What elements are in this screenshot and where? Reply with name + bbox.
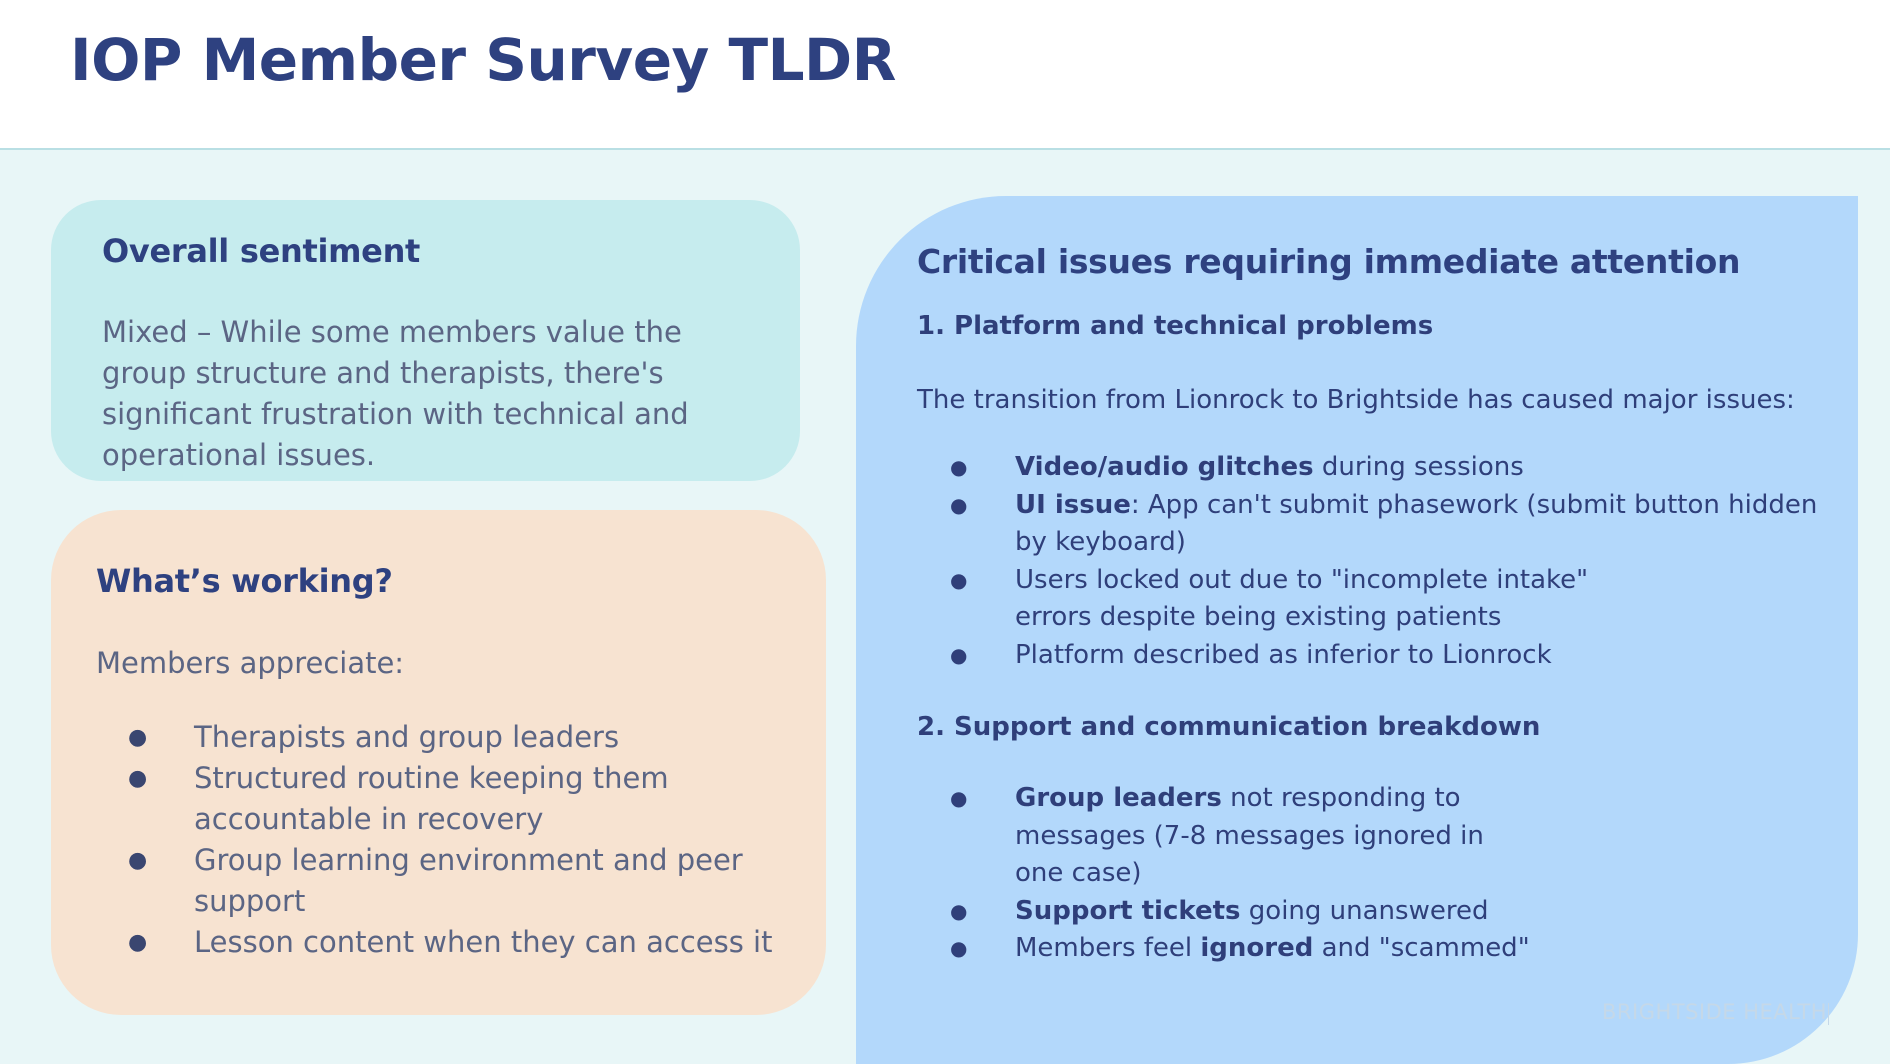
issue-bold: Support tickets	[1015, 895, 1241, 926]
issue-bold: ignored	[1200, 933, 1314, 963]
issue-bold: UI issue	[1015, 489, 1131, 520]
working-list: ● Therapists and group leaders ● Structure…	[96, 717, 786, 963]
issue-text: going unanswered	[1240, 895, 1489, 926]
list-item: ● Therapists and group leaders	[96, 717, 786, 758]
issue-text: Users locked out due to "incomplete inta…	[1015, 564, 1589, 633]
bullet-icon: ●	[128, 848, 148, 873]
issue-bold: Group leaders	[1015, 783, 1222, 813]
bullet-icon: ●	[950, 567, 968, 592]
list-item-text: Lesson content when they can access it	[194, 925, 773, 959]
whats-working-card: What’s working? Members appreciate: ● The…	[51, 510, 826, 1015]
bullet-icon: ●	[950, 936, 968, 960]
issue-text: Members feel	[1015, 933, 1201, 963]
critical-issues-card: Critical issues requiring immediate atte…	[856, 196, 1858, 1064]
list-item-text: Group learning environment and peer supp…	[194, 843, 743, 918]
section-heading-platform: 1. Platform and technical problems	[917, 311, 1434, 341]
issue-text: and "scammed"	[1313, 933, 1530, 963]
list-item: ● Group learning environment and peer sup…	[96, 840, 786, 922]
bullet-icon: ●	[950, 786, 968, 810]
list-item: ● Structured routine keeping them account…	[96, 758, 786, 840]
list-item: ● Video/audio glitches during sessions	[917, 449, 1818, 487]
working-intro: Members appreciate:	[96, 646, 405, 680]
bullet-icon: ●	[950, 455, 968, 479]
support-issues-list: ● Group leaders not responding to message…	[917, 780, 1818, 968]
list-item: ● Users locked out due to "incomplete int…	[917, 562, 1818, 637]
platform-intro: The transition from Lionrock to Brightsi…	[917, 385, 1795, 415]
list-item-text: Therapists and group leaders	[194, 720, 620, 754]
platform-issues-list: ● Video/audio glitches during sessions ● U…	[917, 449, 1818, 674]
sentiment-heading: Overall sentiment	[102, 232, 421, 270]
page-title: IOP Member Survey TLDR	[70, 26, 896, 94]
list-item: ● Group leaders not responding to message…	[917, 780, 1818, 893]
bullet-icon: ●	[128, 725, 148, 750]
bullet-icon: ●	[128, 766, 148, 791]
brand-watermark: BRIGHTSIDE HEALTH	[1602, 1000, 1828, 1024]
page-header: IOP Member Survey TLDR	[0, 0, 1890, 150]
bullet-icon: ●	[950, 898, 968, 923]
list-item: ● Platform described as inferior to Lionr…	[917, 637, 1818, 675]
list-item: ● UI issue: App can't submit phasework (s…	[917, 487, 1818, 562]
overall-sentiment-card: Overall sentiment Mixed – While some mem…	[51, 200, 800, 481]
content-area: Overall sentiment Mixed – While some mem…	[0, 150, 1890, 1064]
working-heading: What’s working?	[96, 562, 393, 600]
list-item: ● Support tickets going unanswered	[917, 893, 1818, 931]
section-heading-support: 2. Support and communication breakdown	[917, 712, 1541, 742]
bullet-icon: ●	[950, 642, 968, 667]
issue-text: not responding to messages (7-8 messages…	[1015, 783, 1484, 888]
issue-bold: Video/audio glitches	[1015, 452, 1314, 482]
list-item-text: Structured routine keeping them accounta…	[194, 761, 669, 836]
sentiment-body: Mixed – While some members value the gro…	[102, 315, 689, 472]
issue-text: : App can't submit phasework (submit but…	[1015, 489, 1818, 558]
brand-divider	[1828, 1003, 1829, 1025]
list-item: ● Lesson content when they can access it	[96, 922, 786, 963]
critical-heading: Critical issues requiring immediate atte…	[917, 242, 1741, 281]
issue-text: Platform described as inferior to Lionro…	[1015, 639, 1552, 670]
issue-text: during sessions	[1313, 452, 1524, 482]
bullet-icon: ●	[950, 492, 968, 517]
list-item: ● Members feel ignored and "scammed"	[917, 930, 1818, 968]
bullet-icon: ●	[128, 930, 148, 955]
